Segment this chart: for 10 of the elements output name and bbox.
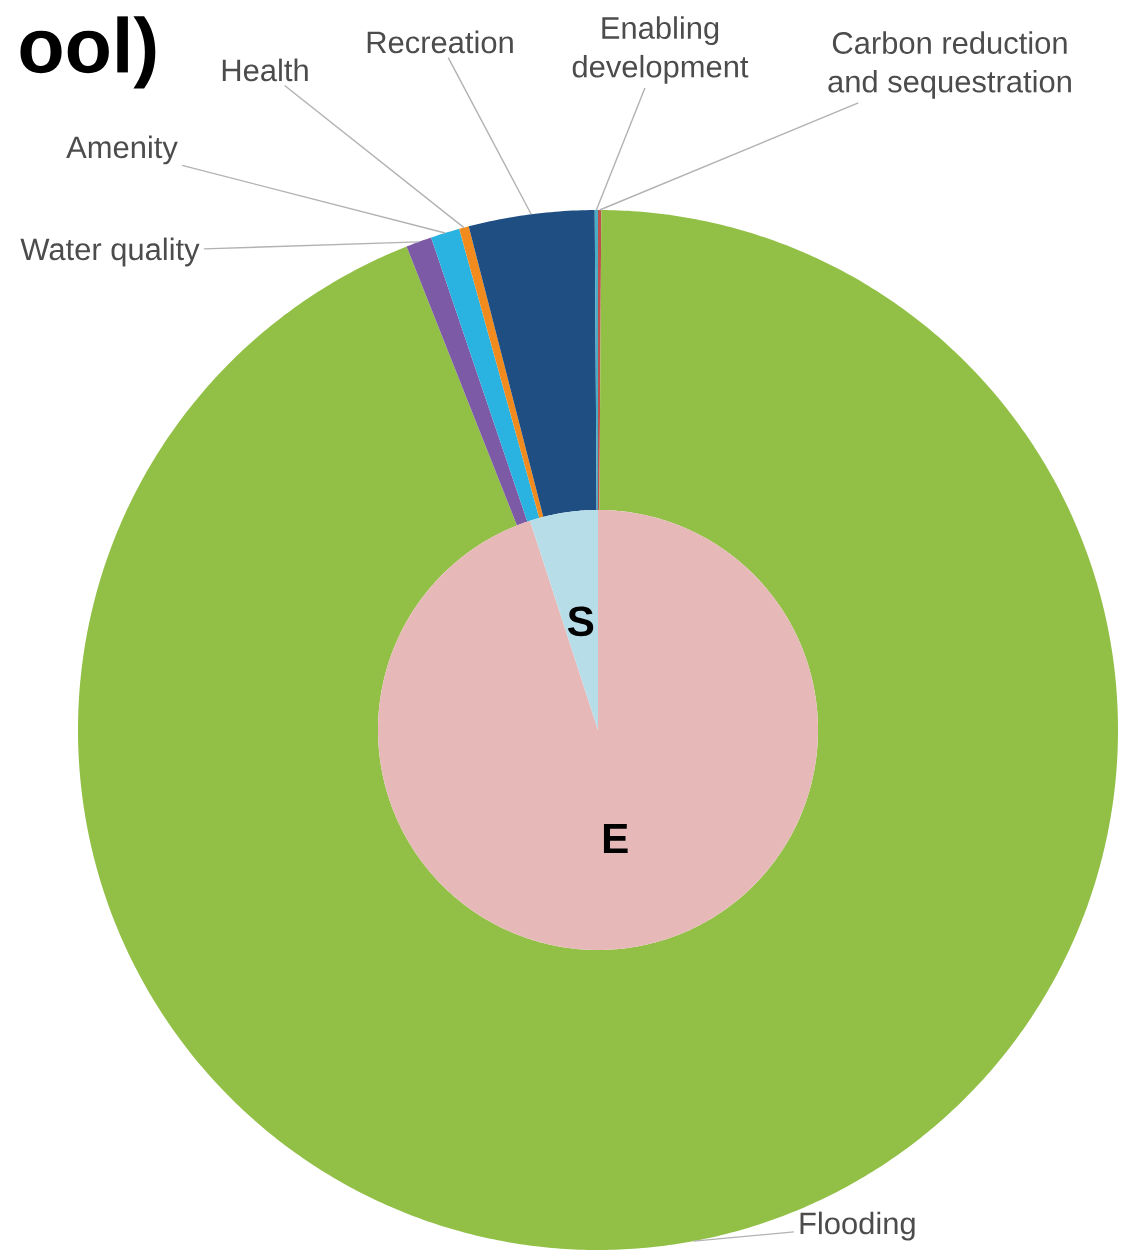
slice-label: S [567,606,594,637]
slice-label: Recreation [367,30,513,54]
slice-label: Amenity [66,135,178,165]
slice-label: Flooding [800,1211,915,1241]
slice-label: Health [222,58,308,82]
chart-title: ool) [20,16,156,89]
slice-label: E [603,824,628,854]
slice-label: Carbon reduction and sequestration [828,31,1071,99]
slice-label: Water quality [20,237,200,267]
slice-label: Enabling development [572,16,749,84]
